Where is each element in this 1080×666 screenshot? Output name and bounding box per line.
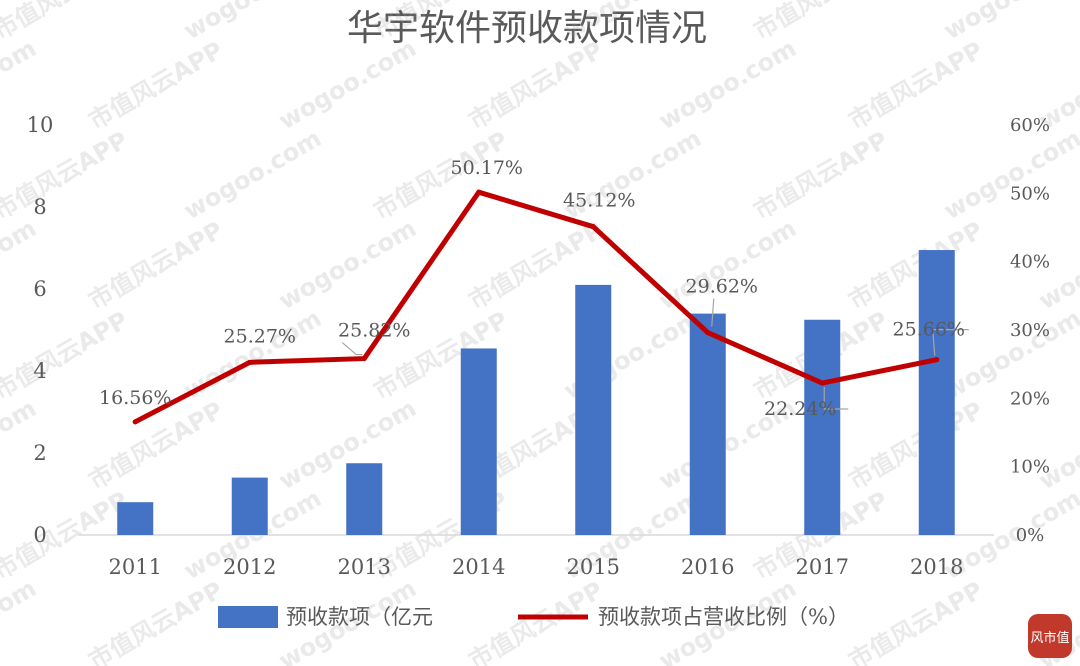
bar-2016 bbox=[689, 313, 726, 535]
y-left-axis: 0 2 4 6 8 10 bbox=[27, 113, 54, 547]
watermark-text: 市值风云APP bbox=[464, 36, 608, 135]
x-tick-label: 2013 bbox=[338, 555, 391, 579]
line-data-label: 45.12% bbox=[563, 190, 635, 212]
watermark-text: 市值风云APP bbox=[749, 126, 893, 225]
x-tick-label: 2015 bbox=[567, 555, 620, 579]
watermark-text: wogoo.com bbox=[274, 214, 421, 315]
leader-line bbox=[932, 329, 969, 356]
y-right-tick-label: 20% bbox=[1010, 388, 1050, 409]
watermark-text: 市值风云APP bbox=[84, 576, 228, 666]
bar-series bbox=[117, 250, 955, 536]
label-leaders bbox=[341, 298, 969, 410]
x-tick-label: 2016 bbox=[681, 555, 734, 579]
x-tick-label: 2014 bbox=[452, 555, 505, 579]
line-data-label: 25.27% bbox=[224, 325, 296, 347]
line-data-label: 25.66% bbox=[893, 319, 965, 341]
y-right-tick-label: 60% bbox=[1010, 115, 1050, 136]
logo: 风市值 bbox=[1028, 614, 1072, 658]
y-left-tick-label: 6 bbox=[33, 277, 46, 301]
line-point-2015 bbox=[590, 224, 596, 230]
y-right-tick-label: 10% bbox=[1010, 457, 1050, 478]
line-data-label: 16.56% bbox=[99, 387, 171, 409]
legend: 预收款项（亿元 预收款项占营收比例（%） bbox=[218, 605, 849, 629]
watermark-text: wogoo.com bbox=[0, 574, 41, 666]
watermark-text: 市值风云APP bbox=[464, 576, 608, 666]
watermark-text: wogoo.com bbox=[654, 34, 801, 135]
logo-text: 风市值 bbox=[1030, 630, 1069, 646]
y-left-tick-label: 10 bbox=[27, 113, 54, 137]
bar-2015 bbox=[575, 284, 612, 535]
watermark-text: 市值风云APP bbox=[844, 216, 988, 315]
line-data-label: 25.82% bbox=[338, 320, 410, 342]
watermark-text: wogoo.com bbox=[939, 0, 1080, 45]
y-left-tick-label: 0 bbox=[33, 523, 46, 547]
bar-2011 bbox=[117, 502, 154, 535]
y-left-tick-label: 8 bbox=[33, 195, 46, 219]
watermark-text: 市值风云APP bbox=[844, 36, 988, 135]
legend-label-bar: 预收款项（亿元 bbox=[286, 605, 433, 629]
watermark-text: 市值风云APP bbox=[749, 0, 893, 45]
y-right-tick-label: 50% bbox=[1010, 183, 1050, 204]
line-point-2011 bbox=[132, 419, 138, 425]
watermark-text: wogoo.com bbox=[179, 124, 326, 225]
line-data-label: 22.24% bbox=[764, 398, 836, 420]
legend-swatch-bar bbox=[218, 606, 278, 628]
y-right-tick-label: 0% bbox=[1016, 525, 1045, 546]
bar-2017 bbox=[804, 319, 841, 535]
watermark-text: 市值风云APP bbox=[84, 36, 228, 135]
legend-label-line: 预收款项占营收比例（%） bbox=[598, 605, 849, 629]
chart-title: 华宇软件预收款项情况 bbox=[347, 8, 707, 49]
x-tick-label: 2011 bbox=[109, 555, 162, 579]
bar-2012 bbox=[231, 477, 268, 535]
y-left-tick-label: 2 bbox=[33, 441, 46, 465]
bar-2018 bbox=[918, 250, 955, 536]
x-tick-label: 2012 bbox=[223, 555, 276, 579]
line-point-2012 bbox=[247, 359, 253, 365]
watermark-text: wogoo.com bbox=[939, 124, 1080, 225]
watermark-text: wogoo.com bbox=[179, 0, 326, 45]
watermark-text: 市值风云APP bbox=[0, 126, 133, 225]
line-data-label: 50.17% bbox=[451, 157, 523, 179]
line-point-2016 bbox=[705, 330, 711, 336]
watermark-text: 市值风云APP bbox=[844, 396, 988, 495]
line-data-label: 29.62% bbox=[686, 276, 758, 298]
y-left-tick-label: 4 bbox=[33, 359, 46, 383]
watermark-text: 市值风云APP bbox=[84, 216, 228, 315]
line-point-2013 bbox=[361, 356, 367, 362]
line-point-2014 bbox=[476, 189, 482, 195]
leader-line bbox=[711, 298, 715, 327]
line-point-2018 bbox=[934, 357, 940, 363]
y-right-tick-label: 30% bbox=[1010, 320, 1050, 341]
y-right-axis: 0% 10% 20% 30% 40% 50% 60% bbox=[1010, 115, 1050, 546]
watermark-text: wogoo.com bbox=[274, 34, 421, 135]
line-series bbox=[132, 189, 940, 425]
leader-line bbox=[341, 342, 363, 356]
x-tick-label: 2017 bbox=[796, 555, 849, 579]
bar-2013 bbox=[346, 463, 383, 535]
x-axis: 2011 2012 2013 2014 2015 2016 2017 2018 bbox=[109, 555, 964, 579]
y-right-tick-label: 40% bbox=[1010, 252, 1050, 273]
bar-2014 bbox=[460, 348, 497, 535]
line-point-2017 bbox=[819, 380, 825, 386]
line-data-labels: 16.56% 25.27% 25.82% 50.17% 45.12% 29.62% 22.2… bbox=[99, 157, 965, 425]
watermark-text: 市值风云APP bbox=[844, 576, 988, 666]
x-tick-label: 2018 bbox=[910, 555, 963, 579]
leader-line bbox=[823, 387, 849, 410]
